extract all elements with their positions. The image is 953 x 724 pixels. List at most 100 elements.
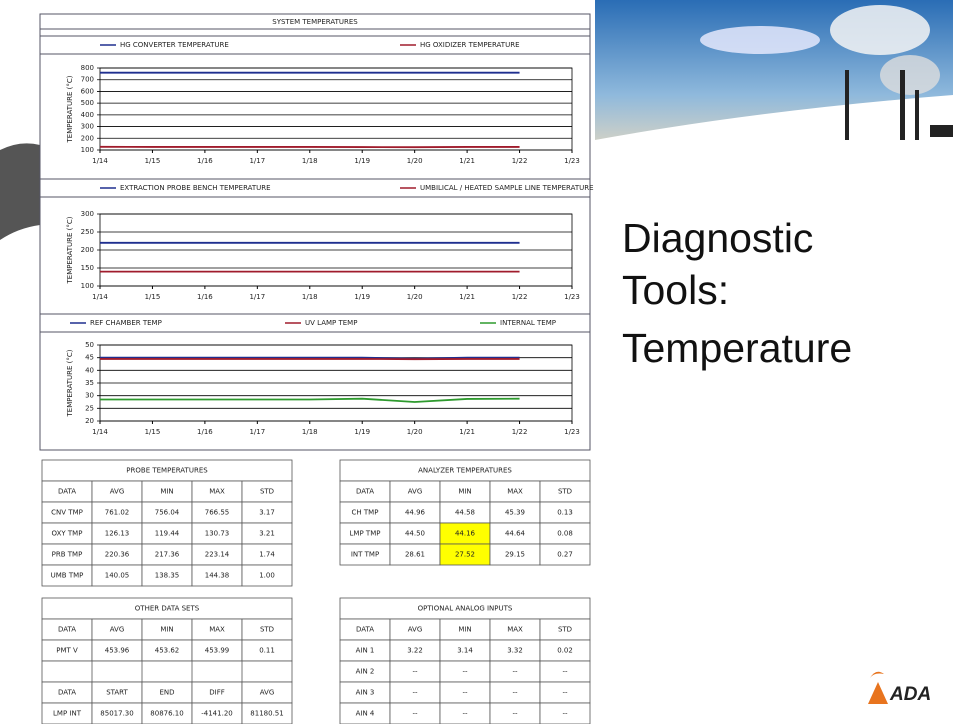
- x-tick-label: 1/20: [407, 157, 423, 165]
- table-title: ANALYZER TEMPERATURES: [418, 467, 512, 475]
- cell-text: 0.13: [557, 509, 573, 517]
- cell-text: AIN 1: [356, 647, 375, 655]
- cell-text: 27.52: [455, 551, 475, 559]
- column-header: STD: [260, 488, 274, 496]
- y-tick-label: 250: [81, 228, 94, 236]
- cell-text: 0.02: [557, 647, 573, 655]
- panel: [39, 13, 591, 451]
- cell-text: 223.14: [205, 551, 230, 559]
- cell-text: 3.17: [259, 509, 275, 517]
- cell-text: 453.96: [105, 647, 130, 655]
- logo: ADA: [889, 684, 931, 705]
- cell-text: 3.14: [457, 647, 473, 655]
- table-title: OTHER DATA SETS: [135, 605, 200, 613]
- y-tick-label: 50: [85, 341, 94, 349]
- table-cell: [539, 543, 591, 566]
- cell-text: 28.61: [405, 551, 425, 559]
- table-title: OPTIONAL ANALOG INPUTS: [418, 605, 513, 613]
- column-header: AVG: [260, 689, 275, 697]
- series-line: [100, 397, 520, 403]
- column-header: STD: [558, 488, 572, 496]
- cell-text: INT TMP: [351, 551, 379, 559]
- cell-text: --: [562, 710, 568, 718]
- column-header: DATA: [58, 626, 76, 634]
- cell-text: 80876.10: [150, 710, 183, 718]
- column-header: MIN: [160, 488, 173, 496]
- series-line: [100, 356, 520, 360]
- cell-text: --: [412, 689, 418, 697]
- y-tick-label: 25: [85, 404, 94, 412]
- column-header: AVG: [110, 626, 125, 634]
- column-header: AVG: [408, 488, 423, 496]
- cell-text: 44.58: [455, 509, 475, 517]
- table-cell: [539, 702, 591, 724]
- legend-label: HG OXIDIZER TEMPERATURE: [420, 41, 520, 49]
- x-tick-label: 1/15: [145, 293, 161, 301]
- x-tick-label: 1/20: [407, 428, 423, 436]
- column-header: AVG: [110, 488, 125, 496]
- cell-text: 1.74: [259, 551, 275, 559]
- x-tick-label: 1/19: [354, 157, 370, 165]
- cell-text: 1.00: [259, 572, 275, 580]
- cell-text: 3.32: [507, 647, 523, 655]
- column-header: START: [106, 689, 128, 697]
- x-tick-label: 1/19: [354, 428, 370, 436]
- column-header: MIN: [458, 626, 471, 634]
- x-tick-label: 1/21: [459, 428, 475, 436]
- cell-text: PMT V: [56, 647, 78, 655]
- cell-text: --: [562, 689, 568, 697]
- cell-text: --: [462, 668, 468, 676]
- y-tick-label: 300: [81, 210, 94, 218]
- cell-text: PRB TMP: [52, 551, 83, 559]
- cell-text: 44.16: [455, 530, 476, 538]
- table-cell: [241, 702, 293, 724]
- x-tick-label: 1/21: [459, 157, 475, 165]
- legend-label: UMBILICAL / HEATED SAMPLE LINE TEMPERATU…: [420, 184, 594, 192]
- cell-text: OXY TMP: [52, 530, 83, 538]
- legend-label: EXTRACTION PROBE BENCH TEMPERATURE: [120, 184, 271, 192]
- x-tick-label: 1/19: [354, 293, 370, 301]
- legend-label: INTERNAL TEMP: [500, 319, 556, 327]
- cell-text: 140.05: [105, 572, 130, 580]
- x-tick-label: 1/17: [249, 157, 265, 165]
- logo-icon: [868, 671, 888, 704]
- cell-text: 81180.51: [250, 710, 283, 718]
- cell-text: 138.35: [155, 572, 180, 580]
- column-header: STD: [260, 626, 274, 634]
- cell-text: 0.27: [557, 551, 573, 559]
- column-header: DATA: [58, 488, 76, 496]
- x-tick-label: 1/18: [302, 428, 318, 436]
- cell-text: AIN 2: [356, 668, 375, 676]
- cell-text: 44.64: [505, 530, 526, 538]
- y-tick-label: 200: [81, 246, 94, 254]
- y-tick-label: 800: [81, 64, 94, 72]
- cell-text: 3.21: [259, 530, 275, 538]
- column-header: MIN: [160, 626, 173, 634]
- cell-text: 29.15: [505, 551, 525, 559]
- y-tick-label: 100: [81, 282, 94, 290]
- cell-text: 761.02: [105, 509, 130, 517]
- slide-title: Temperature: [622, 325, 852, 371]
- x-tick-label: 1/22: [512, 157, 528, 165]
- decor-swoosh: [0, 143, 40, 240]
- cell-text: 44.96: [405, 509, 426, 517]
- cell-text: 3.22: [407, 647, 423, 655]
- panel-title: SYSTEM TEMPERATURES: [272, 18, 358, 26]
- cell-text: 766.55: [205, 509, 230, 517]
- x-tick-label: 1/17: [249, 428, 265, 436]
- x-tick-label: 1/16: [197, 293, 213, 301]
- x-tick-label: 1/14: [92, 157, 108, 165]
- cell-text: --: [512, 689, 518, 697]
- x-tick-label: 1/23: [564, 293, 580, 301]
- cell-text: -4141.20: [201, 710, 232, 718]
- column-header: MAX: [209, 488, 225, 496]
- cell-text: 44.50: [405, 530, 425, 538]
- x-tick-label: 1/15: [145, 428, 161, 436]
- column-header: END: [159, 689, 174, 697]
- x-tick-label: 1/15: [145, 157, 161, 165]
- cell-text: AIN 4: [356, 710, 375, 718]
- cell-text: --: [462, 689, 468, 697]
- column-header: AVG: [408, 626, 423, 634]
- cell-text: --: [412, 668, 418, 676]
